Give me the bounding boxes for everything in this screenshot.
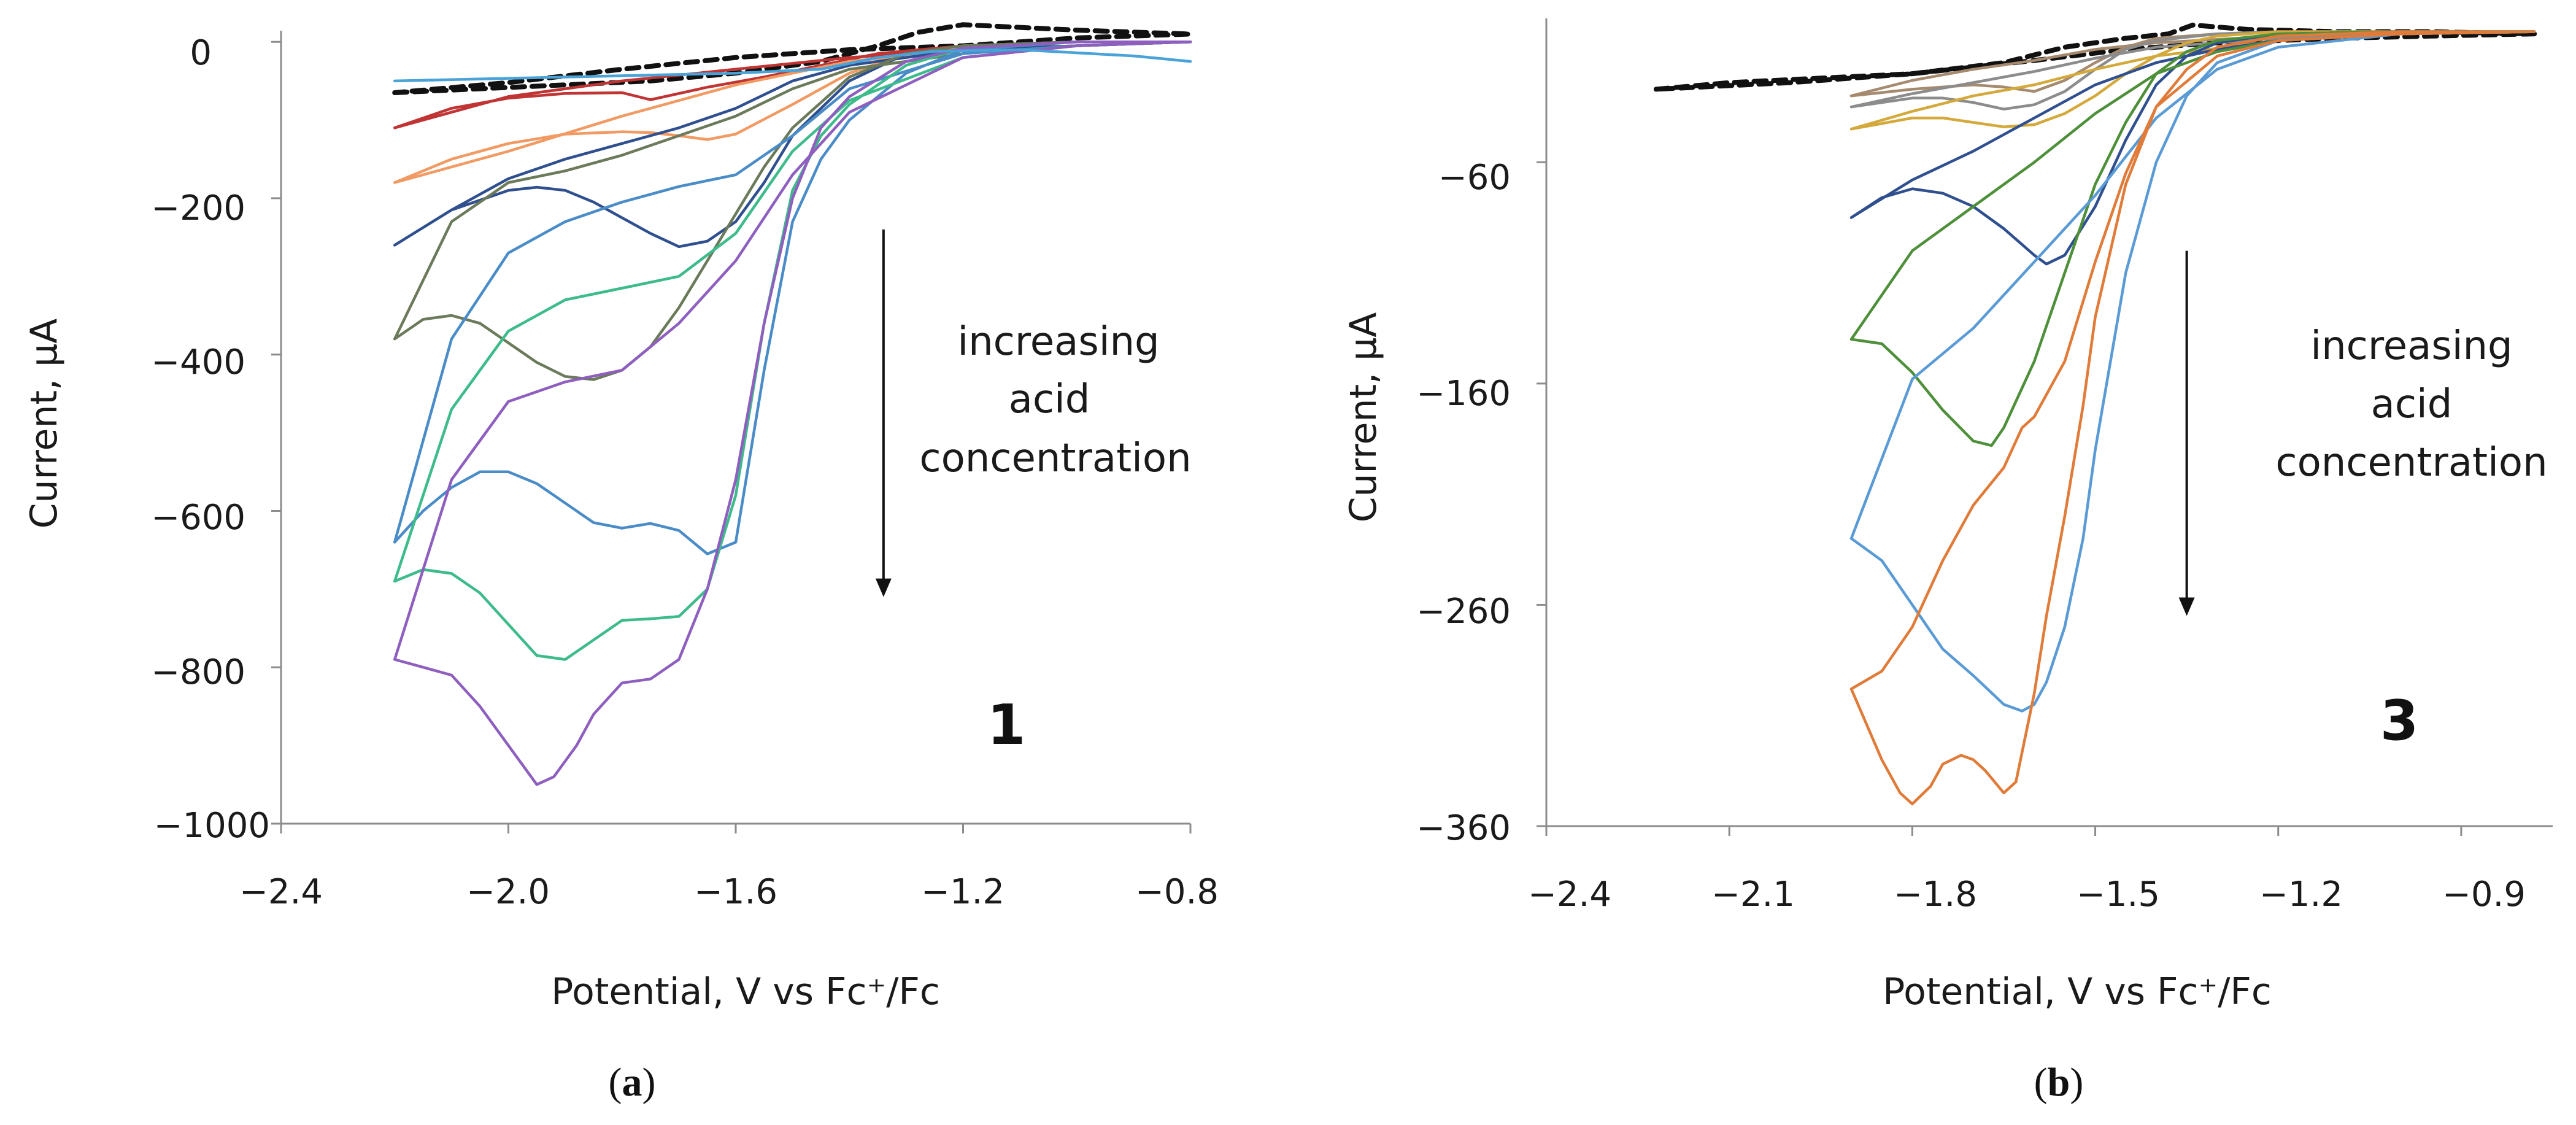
- panel-b-annotation-line-2: acid: [2371, 382, 2453, 427]
- panel-a-annotation-line-1: increasing: [957, 319, 1159, 365]
- panel-a-ytick-1: −200: [151, 188, 245, 228]
- panel-b-series-3: [1849, 30, 2536, 131]
- panel-a: 0 −200 −400 −600 −800 −1000 −2.4 −2.0 −1…: [23, 22, 1219, 1105]
- panel-b-xtick-5: −0.9: [2442, 875, 2526, 914]
- panel-a-label-close: ): [642, 1060, 656, 1105]
- panel-b-series-6: [1849, 30, 2536, 713]
- panel-a-label: (a): [609, 1060, 656, 1105]
- panel-a-series-7: [393, 40, 1192, 786]
- panel-b-series-group: [1653, 22, 2537, 806]
- panel-b-xtick-4: −1.2: [2259, 875, 2343, 914]
- panel-b-label-close: ): [2070, 1060, 2083, 1105]
- panel-a-series-group: [392, 22, 1193, 786]
- panel-a-x-ticks: [280, 824, 1192, 833]
- panel-a-series-2: [393, 40, 1192, 184]
- panel-a-ytick-4: −800: [151, 652, 245, 692]
- panel-a-compound-marker: 1: [987, 693, 1026, 757]
- panel-a-series-4: [393, 40, 1192, 381]
- panel-b-series-4: [1849, 30, 2536, 266]
- panel-a-label-letter: a: [622, 1060, 642, 1105]
- panel-b-ytick-0: −60: [1438, 158, 1511, 198]
- panel-b-x-ticks: [1545, 826, 2462, 836]
- panel-a-series-1: [393, 40, 1192, 130]
- panel-a-label-open: (: [609, 1060, 622, 1105]
- panel-b-xtick-3: −1.5: [2077, 875, 2160, 914]
- panel-b-x-axis-label: Potential, V vs Fc⁺/Fc: [1883, 970, 2272, 1013]
- panel-a-arrow: [875, 229, 892, 597]
- panel-b-arrow-head: [2178, 597, 2195, 616]
- panel-a-xtick-0: −2.4: [239, 872, 323, 912]
- panel-a-series-5: [393, 40, 1192, 555]
- panel-a-xtick-3: −1.2: [921, 872, 1005, 912]
- panel-a-y-axis-label: Current, µA: [23, 319, 66, 529]
- panel-b-series-5: [1849, 30, 2536, 447]
- panel-a-annotation-line-3: concentration: [919, 436, 1191, 481]
- panel-a-ytick-2: −400: [151, 342, 245, 382]
- panel-b-compound-marker: 3: [2380, 689, 2419, 753]
- panel-b-xtick-2: −1.8: [1894, 875, 1977, 914]
- panel-a-ytick-3: −600: [151, 498, 245, 538]
- panel-b-y-ticks: [1537, 161, 1546, 827]
- panel-b-ytick-2: −260: [1416, 592, 1511, 632]
- panel-a-annotation-line-2: acid: [1009, 377, 1090, 422]
- panel-b-annotation-line-1: increasing: [2310, 323, 2512, 369]
- panel-b-ytick-1: −160: [1416, 374, 1511, 414]
- panel-a-arrow-head: [875, 578, 892, 597]
- panel-a-series-8: [393, 48, 1192, 83]
- panel-a-x-axis-label: Potential, V vs Fc⁺/Fc: [551, 970, 940, 1013]
- panel-b-xtick-0: −2.4: [1528, 875, 1611, 914]
- panel-b-label-letter: b: [2048, 1060, 2070, 1105]
- panel-b-annotation-line-3: concentration: [2275, 440, 2547, 485]
- panel-b-series-7: [1849, 30, 2536, 806]
- panel-a-ytick-0: 0: [190, 33, 212, 73]
- panel-a-plot-area: [392, 22, 1193, 786]
- panel-b-plot-area: [1653, 22, 2537, 806]
- panel-b-label: (b): [2034, 1060, 2084, 1105]
- panel-b-y-axis-label: Current, µA: [1342, 312, 1385, 523]
- panel-a-series-0: [392, 22, 1193, 95]
- panel-a-ytick-5: −1000: [154, 806, 270, 846]
- panel-b-label-open: (: [2034, 1060, 2048, 1105]
- panel-b-arrow: [2178, 250, 2195, 616]
- panel-a-series-6: [393, 40, 1192, 661]
- panel-b: −60 −160 −260 −360 −2.4 −2.1 −1.8 −1.5 −…: [1342, 18, 2553, 1105]
- panel-a-y-ticks: [271, 41, 281, 825]
- panel-b-ytick-3: −360: [1416, 808, 1511, 848]
- panel-a-xtick-2: −1.6: [694, 872, 777, 912]
- panel-a-xtick-1: −2.0: [466, 872, 550, 912]
- panel-a-xtick-4: −0.8: [1135, 872, 1219, 912]
- panel-b-xtick-1: −2.1: [1711, 875, 1795, 914]
